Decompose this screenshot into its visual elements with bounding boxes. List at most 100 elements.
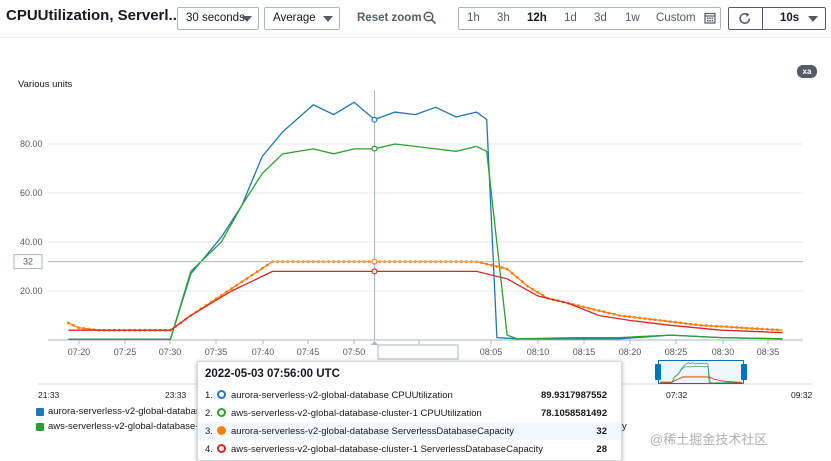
x-tick-label: 08:25 [665,347,688,357]
data-point [755,327,759,331]
data-point [592,308,596,311]
data-point [515,276,519,279]
range-1h[interactable]: 1h [467,12,480,24]
tooltip-timestamp: 2022-05-03 07:56:00 UTC [205,368,340,380]
hover-tooltip: 2022-05-03 07:56:00 UTC 1. aurora-serverl… [197,361,622,461]
x-tick-label: 08:30 [712,347,735,357]
series-marker-icon [217,390,226,399]
series-line [68,143,783,340]
series-marker-icon [217,426,226,435]
data-point [720,325,723,328]
statistic-select[interactable]: Average [264,7,340,30]
data-point [82,327,86,330]
range-3h[interactable]: 3h [497,12,510,24]
data-point [607,311,611,315]
data-point [225,290,228,294]
hover-point [371,258,378,265]
tooltip-value: 78.1058581492 [540,408,607,419]
data-point [230,287,234,290]
data-point [776,328,779,332]
data-point [699,323,703,327]
data-point [521,280,524,284]
divider [762,8,763,29]
data-point [536,290,540,294]
chevron-down-icon[interactable] [808,16,818,22]
data-point [240,280,244,284]
hover-point [371,145,378,152]
data-point [260,266,264,270]
navigator-label: 23:33 [165,390,187,400]
navigator-series-line [660,365,742,384]
series-line [68,270,783,334]
tooltip-value: 89.9317987552 [540,390,607,401]
range-1d[interactable]: 1d [564,12,577,24]
refresh-icon[interactable] [738,11,752,26]
data-point [709,324,713,328]
data-point [495,265,499,268]
x-tick-label: 07:50 [343,347,366,357]
tooltip-row: 4. aws-serverless-v2-global-database-clus… [198,440,621,458]
data-point [745,326,749,330]
tooltip-value: 28 [596,444,607,455]
tooltip-row-index: 3. [205,426,213,437]
chevron-down-icon [323,16,333,22]
data-point [235,283,239,287]
period-select[interactable]: 30 seconds [177,7,259,30]
axis-toggle-badge[interactable]: xa [797,65,817,78]
data-point [618,314,621,317]
y-value-badge-label: 32 [23,257,33,267]
data-point [587,306,591,310]
legend-swatch [36,408,44,416]
x-tick-label: 08:05 [480,347,503,357]
data-point [602,310,606,314]
reset-zoom-button[interactable]: Reset zoom [357,12,422,24]
data-point [582,305,585,309]
x-value-badge-pointer [370,341,379,345]
navigator-brush[interactable] [655,360,747,384]
range-custom[interactable]: Custom [656,12,696,24]
time-range-group: 1h 3h 12h 1d 3d 1w Custom [458,7,721,30]
x-tick-label: 07:40 [252,347,275,357]
data-point [266,263,269,267]
y-axis-label: Various units [18,79,73,90]
chevron-down-icon [242,16,252,22]
legend-item[interactable]: aurora-serverless-v2-global-databas [48,406,201,417]
watermark: @稀土掘金技术社区 [650,432,768,447]
data-point [684,322,688,325]
refresh-control: 10s [728,7,826,30]
x-tick-label: 08:35 [757,347,780,357]
data-point [526,284,529,288]
navigator-label: 09:32 [791,390,813,400]
data-point [714,324,718,328]
legend-item[interactable]: aws-serverless-v2-global-database- [48,421,199,432]
y-tick-label: 20.00 [20,286,43,296]
tooltip-row: 2. aws-serverless-v2-global-database-clus… [198,404,621,422]
toolbar: CPUUtilization, Serverl... 30 seconds Av… [0,0,831,38]
refresh-interval-select[interactable]: 10s [780,12,800,24]
data-point [623,314,626,318]
data-point [735,326,739,329]
data-point [510,271,514,275]
range-12h[interactable]: 12h [527,12,547,24]
data-point [67,321,70,325]
data-point [638,316,642,320]
data-point [740,326,744,330]
data-point [679,321,682,325]
data-point [255,270,259,274]
calendar-icon[interactable] [704,12,716,24]
zoom-out-icon[interactable] [423,11,437,25]
range-3d[interactable]: 3d [594,12,607,24]
period-value: 30 seconds [186,12,245,24]
data-point [500,266,504,270]
hover-point [371,116,378,123]
tooltip-row: 1. aurora-serverless-v2-global-database C… [198,386,621,404]
tooltip-series-name: aurora-serverless-v2-global-database Ser… [231,426,515,437]
brush-handle-left[interactable] [655,364,661,380]
range-1w[interactable]: 1w [625,12,640,24]
data-point [658,319,662,322]
x-value-badge [377,344,459,360]
brush-handle-right[interactable] [741,364,747,380]
navigator-label: 21:33 [38,390,60,400]
x-tick-label: 07:45 [297,347,320,357]
